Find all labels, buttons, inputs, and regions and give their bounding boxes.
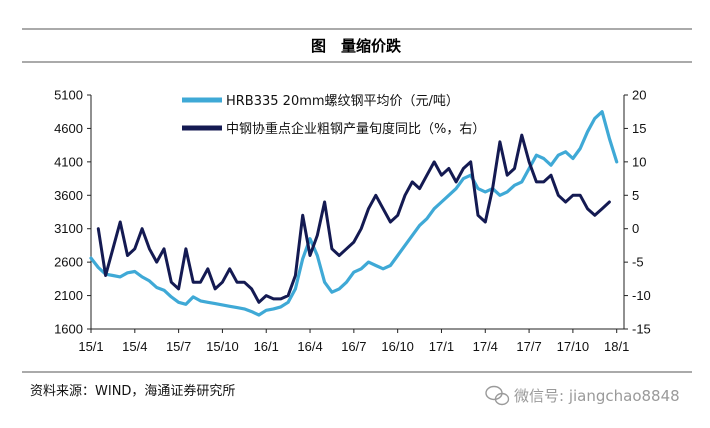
- left-y-tick-label: 2100: [54, 288, 83, 303]
- x-tick-label: 16/4: [297, 339, 322, 354]
- legend-label-price: HRB335 20mm螺纹钢平均价（元/吨）: [226, 94, 459, 109]
- right-y-tick-label: 15: [632, 121, 646, 136]
- x-tick-label: 16/7: [341, 339, 366, 354]
- x-tick-label: 17/7: [516, 339, 541, 354]
- left-y-tick-label: 1600: [54, 322, 83, 337]
- left-y-ticks: 1600 2100 2600 3100 3600 4100 4600 5100: [54, 88, 91, 337]
- x-tick-label: 17/4: [473, 339, 498, 354]
- right-y-tick-label: -5: [632, 255, 644, 270]
- x-tick-label: 15/10: [206, 339, 239, 354]
- x-axis-ticks: 15/1 15/4 15/7 15/10 16/1 16/4 16/7 16/10 17/1 17…: [78, 329, 629, 354]
- right-y-tick-label: -10: [632, 288, 651, 303]
- x-tick-label: 18/1: [604, 339, 629, 354]
- x-tick-label: 15/7: [166, 339, 191, 354]
- x-tick-label: 16/1: [254, 339, 279, 354]
- watermark-text: 微信号: jiangchao8848: [514, 387, 680, 405]
- legend-label-output: 中钢协重点企业粗钢产量旬度同比（%，右）: [226, 121, 485, 137]
- x-tick-label: 17/10: [557, 339, 590, 354]
- right-y-tick-label: 10: [632, 154, 646, 169]
- left-y-tick-label: 4600: [54, 121, 83, 136]
- legend: HRB335 20mm螺纹钢平均价（元/吨） 中钢协重点企业粗钢产量旬度同比（%…: [182, 94, 485, 137]
- series-line-steel-output-yoy: [96, 133, 611, 304]
- left-y-tick-label: 2600: [54, 255, 83, 270]
- left-y-tick-label: 3100: [54, 221, 83, 236]
- x-tick-label: 15/1: [78, 339, 103, 354]
- x-tick-label: 15/4: [122, 339, 147, 354]
- wechat-icon: [485, 385, 510, 406]
- x-tick-label: 17/1: [429, 339, 454, 354]
- right-y-tick-label: -15: [632, 322, 651, 337]
- right-y-tick-label: 20: [632, 88, 646, 103]
- left-y-tick-label: 3600: [54, 188, 83, 203]
- wechat-watermark: 微信号: jiangchao8848: [485, 385, 680, 406]
- x-tick-label: 16/10: [381, 339, 414, 354]
- right-y-ticks: -15 -10 -5 0 5 10 15 20: [624, 88, 651, 337]
- series-line-rebar-price: [89, 110, 619, 317]
- source-note: 资料来源：WIND，海通证券研究所: [30, 383, 235, 399]
- right-y-tick-label: 0: [632, 221, 639, 236]
- left-y-tick-label: 5100: [54, 88, 83, 103]
- left-y-tick-label: 4100: [54, 154, 83, 169]
- right-y-tick-label: 5: [632, 188, 639, 203]
- series-layer: [89, 110, 619, 317]
- chart-title: 图 量缩价跌: [311, 37, 402, 55]
